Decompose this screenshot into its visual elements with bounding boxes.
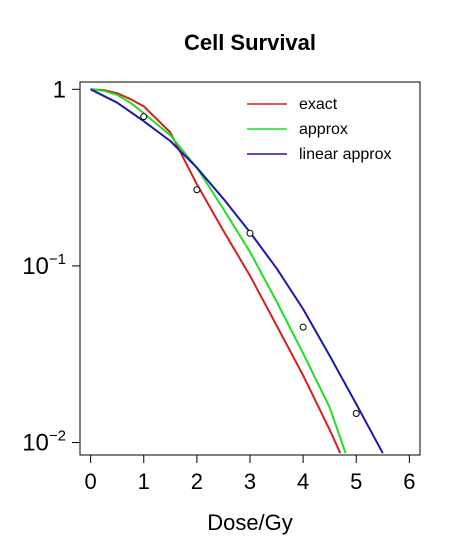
- legend-label: exact: [299, 96, 338, 113]
- y-tick-label: 10−1: [22, 251, 66, 280]
- chart-title: Cell Survival: [184, 30, 316, 55]
- plot-frame: [79, 81, 421, 456]
- y-tick-label: 10−2: [22, 428, 66, 457]
- x-axis-label: Dose/Gy: [207, 510, 293, 535]
- x-axis: 0 1 2 3 4 5 6: [85, 455, 416, 494]
- legend: exact approx linear approx: [247, 96, 392, 163]
- data-points: [140, 113, 360, 418]
- series-line-approx: [90, 88, 347, 454]
- data-point: [246, 229, 254, 237]
- x-tick-label: 2: [191, 469, 203, 494]
- y-tick-exponent: −1: [49, 251, 66, 268]
- data-point: [193, 186, 201, 194]
- x-tick-label: 5: [350, 469, 362, 494]
- data-point: [352, 410, 360, 418]
- y-tick-label: 1: [53, 76, 66, 103]
- series-line-exact: [90, 88, 342, 454]
- x-tick-label: 3: [244, 469, 256, 494]
- x-tick-label: 4: [297, 469, 309, 494]
- x-tick-label: 1: [138, 469, 150, 494]
- data-point: [299, 323, 307, 331]
- legend-label: approx: [299, 121, 348, 138]
- y-tick-base: 1: [53, 76, 66, 103]
- y-tick-base: 10: [22, 430, 49, 457]
- y-tick-exponent: −2: [49, 428, 66, 445]
- y-axis: 110−110−2: [22, 76, 80, 457]
- series-line-linear-approx: [90, 88, 384, 454]
- y-tick-base: 10: [22, 253, 49, 280]
- series-layer: [90, 88, 384, 454]
- x-tick-label: 0: [85, 469, 97, 494]
- data-point: [140, 113, 148, 121]
- legend-label: linear approx: [299, 146, 392, 163]
- x-tick-label: 6: [403, 469, 415, 494]
